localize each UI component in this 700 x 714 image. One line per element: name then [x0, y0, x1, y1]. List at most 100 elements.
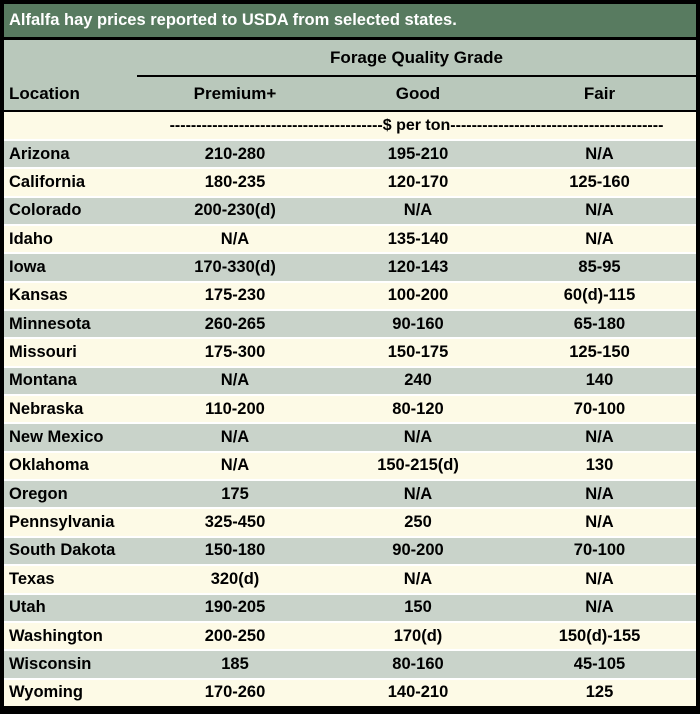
good-cell: N/A: [403, 484, 433, 503]
good-cell: 90-200: [392, 541, 444, 560]
location-cell: Iowa: [9, 258, 46, 277]
location-cell: Colorado: [9, 201, 82, 220]
good-cell: 170(d): [393, 626, 443, 645]
table-row: Kansas 175-230 100-200 60(d)-115: [4, 280, 696, 310]
premium-cell: 175: [221, 484, 249, 503]
table-row: Colorado 200-230(d) N/A N/A: [4, 195, 696, 225]
premium-cell: 175-230: [204, 286, 266, 305]
table-body: Arizona 210-280 195-210 N/A California 1…: [4, 139, 696, 706]
fair-cell: 130: [585, 456, 614, 475]
good-cell: 120-143: [387, 258, 449, 277]
fair-cell: 45-105: [573, 654, 626, 673]
premium-cell: 185: [221, 654, 249, 673]
table-row: Idaho N/A 135-140 N/A: [4, 224, 696, 253]
fair-cell: N/A: [585, 144, 614, 163]
premium-cell: N/A: [220, 428, 250, 447]
premium-cell: 110-200: [205, 399, 265, 418]
premium-cell: 190-205: [204, 598, 266, 617]
table-row: Missouri 175-300 150-175 125-150: [4, 337, 696, 366]
fair-cell: 150(d)-155: [558, 626, 641, 645]
table-row: Iowa 170-330(d) 120-143 85-95: [4, 252, 696, 281]
good-cell: 140-210: [387, 683, 449, 702]
fair-cell: 70-100: [573, 541, 626, 560]
table-row: Nebraska 110-200 80-120 70-100: [4, 394, 696, 423]
fair-cell: 125: [585, 683, 614, 702]
unit-row: ----------------------------------------…: [4, 112, 696, 139]
column-header-location: Location: [9, 83, 80, 103]
table-row: New Mexico N/A N/A N/A: [4, 422, 696, 451]
fair-cell: N/A: [585, 229, 614, 248]
fair-cell: N/A: [585, 598, 614, 617]
fair-cell: 60(d)-115: [563, 286, 636, 305]
good-cell: 80-160: [392, 654, 444, 673]
location-cell: Wisconsin: [9, 654, 92, 673]
table-row: Arizona 210-280 195-210 N/A: [4, 139, 696, 168]
good-cell: 195-210: [387, 144, 449, 163]
location-cell: Kansas: [9, 286, 68, 305]
premium-cell: 260-265: [204, 314, 266, 333]
fair-cell: N/A: [585, 428, 614, 447]
premium-cell: 170-260: [204, 683, 266, 702]
location-cell: Oklahoma: [9, 456, 89, 475]
table-row: Washington 200-250 170(d) 150(d)-155: [4, 620, 696, 650]
premium-cell: 175-300: [204, 343, 266, 362]
location-cell: Wyoming: [9, 683, 83, 702]
good-cell: 240: [404, 371, 432, 390]
fair-cell: 85-95: [578, 258, 621, 277]
good-cell: N/A: [403, 569, 433, 588]
table-row: Oregon 175 N/A N/A: [4, 479, 696, 508]
fair-cell: N/A: [585, 484, 614, 503]
good-cell: 150-215(d): [377, 456, 459, 475]
column-header-premium: Premium+: [193, 83, 277, 103]
location-cell: Missouri: [9, 343, 77, 362]
fair-cell: N/A: [585, 569, 614, 588]
table-row: Minnesota 260-265 90-160 65-180: [4, 309, 696, 338]
table-title: Alfalfa hay prices reported to USDA from…: [9, 11, 457, 29]
good-cell: 80-120: [392, 399, 444, 418]
premium-cell: 200-250: [204, 626, 266, 645]
good-cell: 150-175: [387, 343, 449, 362]
location-cell: California: [9, 173, 86, 192]
fair-cell: 140: [585, 371, 614, 390]
premium-cell: 180-235: [204, 173, 266, 192]
column-header-fair: Fair: [583, 83, 616, 103]
location-cell: Texas: [9, 569, 55, 588]
location-cell: Oregon: [9, 484, 68, 503]
table-row: Oklahoma N/A 150-215(d) 130: [4, 450, 696, 480]
fair-cell: 125-150: [569, 343, 630, 362]
fair-cell: 65-180: [573, 314, 626, 333]
location-cell: Pennsylvania: [9, 513, 115, 532]
premium-cell: 210-280: [204, 144, 266, 163]
premium-cell: N/A: [220, 229, 250, 248]
good-cell: 250: [404, 513, 432, 532]
premium-cell: 200-230(d): [194, 201, 276, 220]
fair-cell: N/A: [585, 201, 614, 220]
location-cell: Montana: [9, 371, 77, 390]
table-row: South Dakota 150-180 90-200 70-100: [4, 535, 696, 565]
good-cell: N/A: [403, 201, 433, 220]
table-row: Texas 320(d) N/A N/A: [4, 564, 696, 593]
fair-cell: N/A: [585, 513, 614, 532]
location-cell: Arizona: [9, 144, 70, 163]
unit-label: ----------------------------------------…: [169, 116, 664, 134]
group-header-spacer: [4, 40, 137, 77]
good-cell: 100-200: [387, 286, 449, 305]
location-cell: Nebraska: [9, 399, 84, 418]
column-header-good: Good: [395, 83, 441, 103]
location-cell: New Mexico: [9, 428, 104, 447]
column-header-row: Location Premium+ Good Fair: [4, 77, 696, 110]
good-cell: 150: [404, 598, 432, 617]
premium-cell: N/A: [220, 456, 250, 475]
good-cell: N/A: [403, 428, 433, 447]
premium-cell: 150-180: [204, 541, 266, 560]
fair-cell: 125-160: [569, 173, 630, 192]
table-row: California 180-235 120-170 125-160: [4, 167, 696, 196]
table-row: Wisconsin 185 80-160 45-105: [4, 649, 696, 678]
premium-cell: 325-450: [204, 513, 266, 532]
group-header-row: Forage Quality Grade: [4, 40, 696, 77]
table-header: Forage Quality Grade Location Premium+ G…: [4, 40, 696, 112]
table-row: Pennsylvania 325-450 250 N/A: [4, 507, 696, 536]
premium-cell: 170-330(d): [194, 258, 276, 277]
good-cell: 90-160: [392, 314, 444, 333]
